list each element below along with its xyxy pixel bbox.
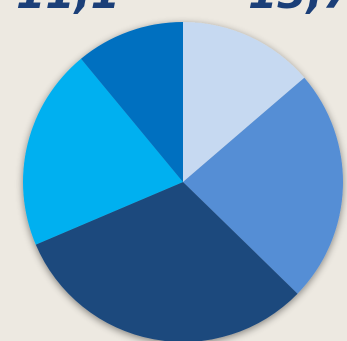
- pie-slice-1: [183, 22, 305, 182]
- data-label-slice-5: 11,1: [16, 0, 120, 18]
- pie-slice-3: [35, 182, 298, 341]
- pie-slice-2: [183, 77, 344, 294]
- pie-slice-5: [81, 22, 183, 182]
- data-label-slice-1: 13,7: [248, 0, 347, 18]
- pie-slice-4: [22, 58, 183, 245]
